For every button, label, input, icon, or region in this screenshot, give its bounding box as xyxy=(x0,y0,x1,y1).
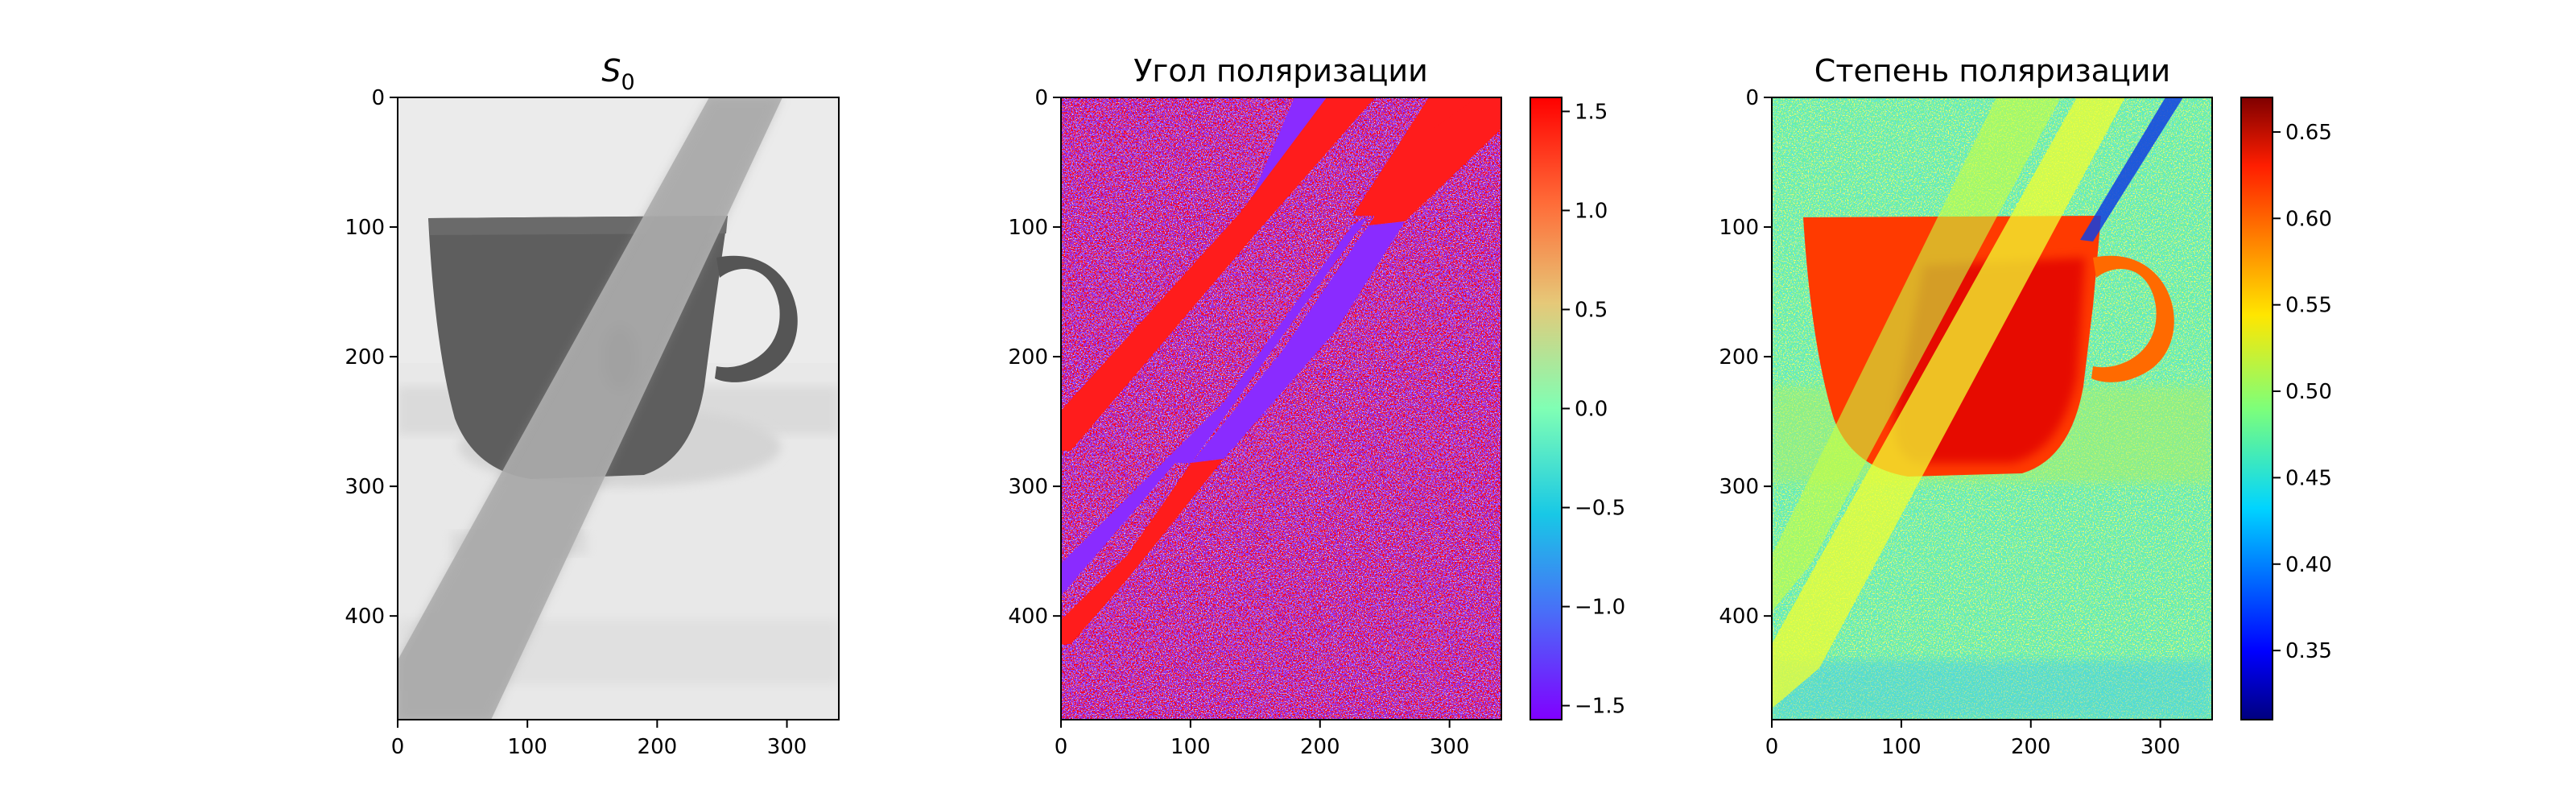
title-s0-sub: 0 xyxy=(621,70,634,95)
xtick-label-s0: 100 xyxy=(507,735,547,759)
ytick-label-dop: 100 xyxy=(1719,216,1759,240)
frame-angle xyxy=(1060,97,1502,720)
xtick-label-dop: 100 xyxy=(1881,735,1922,759)
colorbar-ticks-angle: 1.5 1.0 0.5 0.0 −0.5 −1.0 −1.5 xyxy=(1562,100,1625,719)
ytick-label-s0: 100 xyxy=(345,216,385,240)
title-angle: Угол поляризации xyxy=(1133,53,1428,89)
axes-s0: 0 100 200 300 0 100 200 300 400 xyxy=(345,86,807,759)
colorbar-tick-label-dop: 0.65 xyxy=(2285,121,2332,145)
ytick-label-dop: 200 xyxy=(1719,345,1759,369)
ytick-label-angle: 400 xyxy=(1008,605,1048,629)
ytick-label-angle: 0 xyxy=(1034,86,1048,110)
ytick-label-dop: 400 xyxy=(1719,605,1759,629)
title-dop: Степень поляризации xyxy=(1814,53,2170,89)
image-s0 xyxy=(398,97,839,720)
xtick-label-s0: 0 xyxy=(391,735,405,759)
image-dop xyxy=(1772,97,2212,720)
axes-dop: 0 100 200 300 0 100 200 300 400 xyxy=(1719,86,2180,759)
frame-dop xyxy=(1771,97,2213,720)
ytick-label-s0: 400 xyxy=(345,605,385,629)
colorbar-angle xyxy=(1530,97,1563,720)
colorbar-tick-label-angle: −1.5 xyxy=(1575,695,1625,719)
xtick-label-angle: 0 xyxy=(1055,735,1068,759)
ytick-label-angle: 100 xyxy=(1008,216,1048,240)
colorbar-tick-label-dop: 0.50 xyxy=(2285,380,2332,404)
colorbar-dop xyxy=(2240,97,2273,720)
image-angle xyxy=(1061,97,1501,720)
xtick-label-dop: 300 xyxy=(2140,735,2181,759)
colorbar-tick-label-dop: 0.60 xyxy=(2285,207,2332,231)
title-s0: S0 xyxy=(601,53,634,95)
ytick-label-dop: 0 xyxy=(1745,86,1759,110)
axes-angle: 0 100 200 300 0 100 200 300 400 xyxy=(1008,86,1469,759)
panel-angle: Угол поляризации 0 100 200 300 0 100 200 300 400… xyxy=(1008,53,1625,759)
ytick-label-s0: 200 xyxy=(345,345,385,369)
colorbar-tick-label-angle: 1.5 xyxy=(1575,100,1608,124)
colorbar-tick-label-dop: 0.45 xyxy=(2285,466,2332,490)
colorbar-tick-label-dop: 0.55 xyxy=(2285,294,2332,318)
xtick-label-angle: 200 xyxy=(1300,735,1340,759)
colorbar-tick-label-dop: 0.35 xyxy=(2285,639,2332,663)
ytick-label-dop: 300 xyxy=(1719,475,1759,499)
frame-s0 xyxy=(397,97,840,720)
ytick-label-angle: 200 xyxy=(1008,345,1048,369)
xtick-label-s0: 300 xyxy=(767,735,807,759)
xtick-label-angle: 300 xyxy=(1430,735,1470,759)
ytick-label-s0: 0 xyxy=(371,86,385,110)
colorbar-tick-label-angle: 1.0 xyxy=(1575,199,1608,223)
xtick-label-angle: 100 xyxy=(1170,735,1211,759)
colorbar-ticks-dop: 0.65 0.60 0.55 0.50 0.45 0.40 0.35 xyxy=(2273,121,2332,663)
colorbar-tick-label-angle: −1.0 xyxy=(1575,596,1625,620)
ytick-label-angle: 300 xyxy=(1008,475,1048,499)
xtick-label-dop: 200 xyxy=(2011,735,2051,759)
panel-dop: Степень поляризации 0 100 200 300 0 100 200 300… xyxy=(1719,53,2332,759)
colorbar-tick-label-angle: −0.5 xyxy=(1575,497,1625,521)
xtick-label-s0: 200 xyxy=(638,735,678,759)
ytick-label-s0: 300 xyxy=(345,475,385,499)
xtick-label-dop: 0 xyxy=(1765,735,1779,759)
colorbar-tick-label-angle: 0.5 xyxy=(1575,298,1608,322)
colorbar-tick-label-dop: 0.40 xyxy=(2285,553,2332,577)
title-s0-main: S xyxy=(601,53,621,89)
colorbar-tick-label-angle: 0.0 xyxy=(1575,398,1608,422)
